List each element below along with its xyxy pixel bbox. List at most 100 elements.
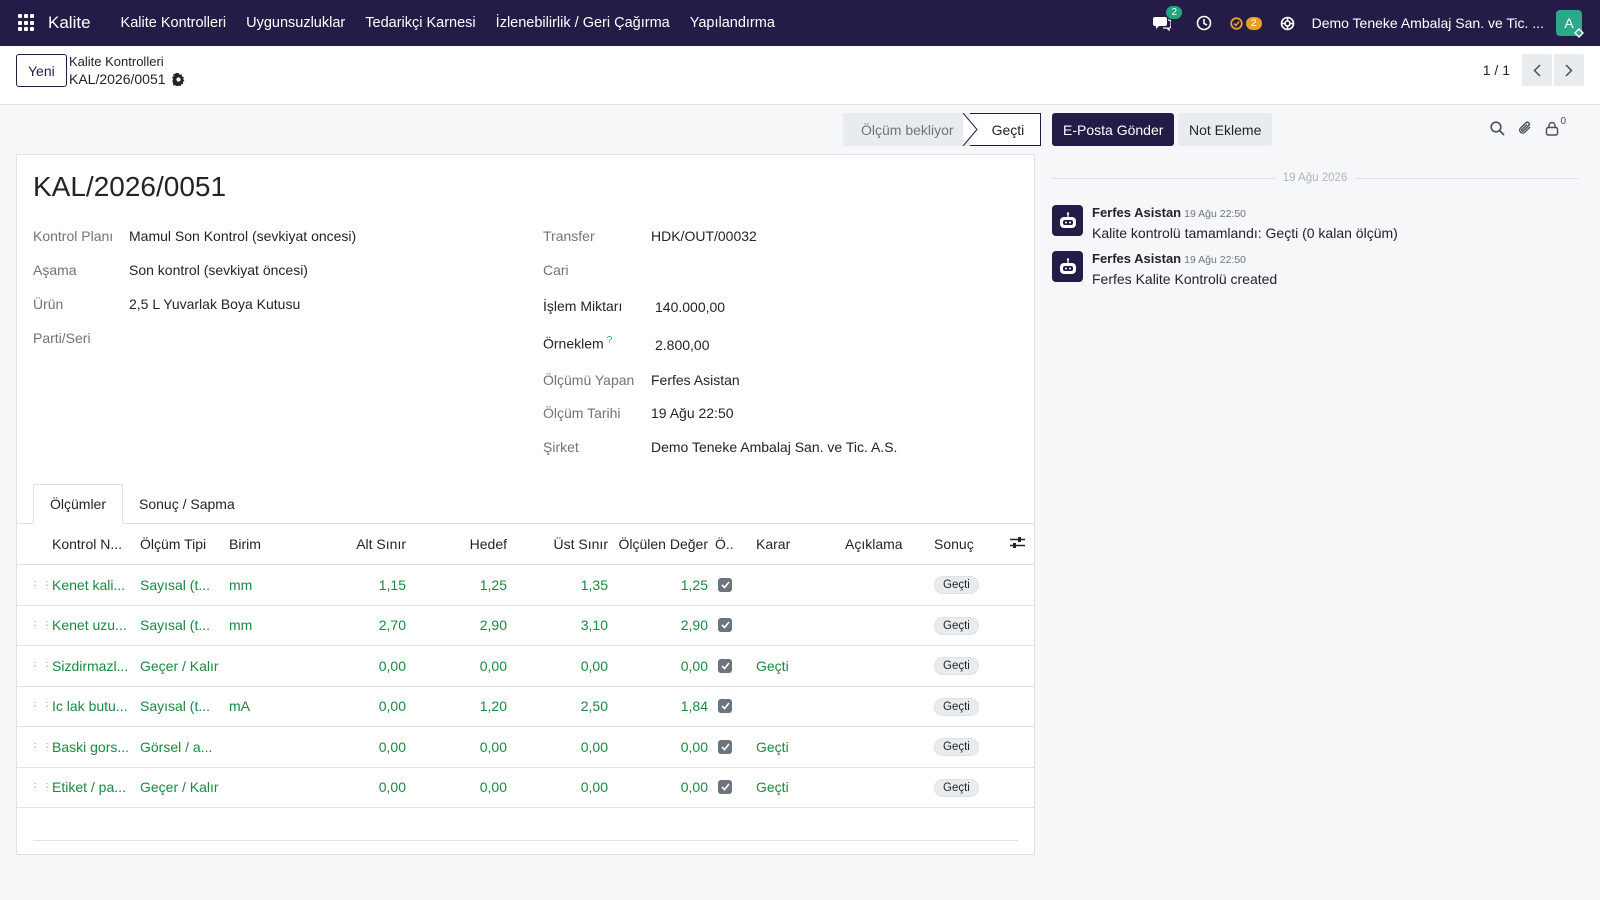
measurements-table: Kontrol N... Ölçüm Tipi Birim Alt Sınır … xyxy=(17,524,1034,808)
apps-grid-icon[interactable] xyxy=(18,14,36,32)
control-panel: Yeni Kalite Kontrolleri KAL/2026/0051 1 … xyxy=(0,46,1600,105)
chevron-left-icon xyxy=(1533,63,1541,77)
field-stage: Aşama Son kontrol (sevkiyat öncesi) xyxy=(33,262,308,278)
col-upper-limit[interactable]: Üst Sınır xyxy=(553,536,608,552)
chatter-toolbar: 0 xyxy=(1490,116,1571,136)
table-row[interactable]: ⋮⋮ Sizdirmazl... Geçer / Kalır 0,00 0,00… xyxy=(17,646,1034,687)
drag-handle-icon[interactable]: ⋮⋮ xyxy=(29,702,53,711)
table-row[interactable]: ⋮⋮ Kenet kali... Sayısal (t... mm 1,15 1… xyxy=(17,565,1034,606)
message-text: Kalite kontrolü tamamlandı: Geçti (0 kal… xyxy=(1092,225,1398,241)
checkbox-checked-icon[interactable] xyxy=(718,577,732,592)
chatter-message: Ferfes Asistan 19 Ağu 22:50 Kalite kontro… xyxy=(1052,205,1398,241)
gear-icon[interactable] xyxy=(171,72,185,86)
checkbox-checked-icon[interactable] xyxy=(718,739,732,754)
log-note-button[interactable]: Not Ekleme xyxy=(1178,113,1273,146)
notebook-tabs: Ölçümler Sonuç / Sapma xyxy=(33,484,251,524)
col-result[interactable]: Sonuç xyxy=(934,536,974,552)
col-control-name[interactable]: Kontrol N... xyxy=(52,536,123,552)
search-icon[interactable] xyxy=(1490,120,1505,136)
status-passed[interactable]: Geçti xyxy=(969,113,1042,146)
column-settings-icon[interactable] xyxy=(1010,536,1025,552)
field-control-plan: Kontrol Planı Mamul Son Kontrol (sevkiya… xyxy=(33,228,357,244)
clock-icon[interactable] xyxy=(1196,15,1212,31)
field-transfer: Transfer HDK/OUT/00032 xyxy=(543,228,757,244)
message-author[interactable]: Ferfes Asistan xyxy=(1092,251,1182,266)
checkbox-checked-icon[interactable] xyxy=(718,699,732,714)
activities-icon[interactable]: 2 xyxy=(1230,16,1262,30)
help-icon[interactable]: ? xyxy=(606,335,613,347)
result-badge: Geçti xyxy=(934,738,979,757)
bot-avatar-icon[interactable] xyxy=(1052,205,1083,236)
col-lower-limit[interactable]: Alt Sınır xyxy=(356,536,406,552)
messages-count-badge: 2 xyxy=(1166,6,1183,19)
chatter-message: Ferfes Asistan 19 Ağu 22:50 Ferfes Kalite… xyxy=(1052,251,1277,287)
result-badge: Geçti xyxy=(934,778,979,797)
new-record-button[interactable]: Yeni xyxy=(16,54,67,87)
col-unit[interactable]: Birim xyxy=(229,536,261,552)
tabs-divider xyxy=(17,523,1034,524)
checkbox-checked-icon[interactable] xyxy=(718,618,732,633)
col-target[interactable]: Hedef xyxy=(469,536,507,552)
menu-configuration[interactable]: Yapılandırma xyxy=(689,15,775,31)
followers-icon[interactable]: 0 xyxy=(1545,116,1566,136)
send-email-button[interactable]: E-Posta Gönder xyxy=(1052,113,1175,146)
message-text: Ferfes Kalite Kontrolü created xyxy=(1092,271,1278,287)
pager-next-button[interactable] xyxy=(1554,54,1584,86)
support-icon[interactable] xyxy=(1280,16,1295,31)
table-row[interactable]: ⋮⋮ Ic lak butu... Sayısal (t... mA 0,00 … xyxy=(17,687,1034,727)
navbar-systray: 2 2 Demo Teneke Ambalaj San. ve Tic. ...… xyxy=(1144,0,1600,46)
result-badge: Geçti xyxy=(934,697,979,716)
field-partner: Cari xyxy=(543,262,569,278)
activities-count-badge: 2 xyxy=(1246,16,1262,30)
col-measured-value[interactable]: Ölçülen Değer xyxy=(618,536,709,552)
breadcrumb: Kalite Kontrolleri KAL/2026/0051 xyxy=(69,54,185,87)
main-menu: Kalite Kontrolleri Uygunsuzluklar Tedari… xyxy=(111,15,785,31)
col-o[interactable]: Ö.. xyxy=(715,536,734,552)
status-waiting-measurement[interactable]: Ölçüm bekliyor xyxy=(843,113,970,146)
followers-count: 0 xyxy=(1560,115,1566,127)
paperclip-icon[interactable] xyxy=(1517,120,1533,136)
field-lot-serial: Parti/Seri xyxy=(33,330,91,346)
table-row[interactable]: ⋮⋮ Etiket / pa... Geçer / Kalır 0,00 0,0… xyxy=(17,768,1034,808)
table-row[interactable]: ⋮⋮ Baski gors... Görsel / a... 0,00 0,00… xyxy=(17,727,1034,768)
company-switcher[interactable]: Demo Teneke Ambalaj San. ve Tic. ... xyxy=(1311,15,1544,31)
col-decision[interactable]: Karar xyxy=(756,536,791,552)
table-row[interactable]: ⋮⋮ Kenet uzu... Sayısal (t... mm 2,70 2,… xyxy=(17,606,1034,646)
pager-previous-button[interactable] xyxy=(1522,54,1552,86)
breadcrumb-parent[interactable]: Kalite Kontrolleri xyxy=(69,54,164,69)
top-navbar: Kalite Kalite Kontrolleri Uygunsuzluklar… xyxy=(0,0,1600,46)
result-badge: Geçti xyxy=(934,576,979,595)
menu-nonconformities[interactable]: Uygunsuzluklar xyxy=(246,15,346,31)
drag-handle-icon[interactable]: ⋮⋮ xyxy=(29,783,53,792)
form-sheet: KAL/2026/0051 Kontrol Planı Mamul Son Ko… xyxy=(16,154,1035,855)
record-pager: 1 / 1 xyxy=(1483,54,1584,86)
pager-value[interactable]: 1 / 1 xyxy=(1482,62,1510,78)
message-date: 19 Ağu 22:50 xyxy=(1184,254,1247,266)
drag-handle-icon[interactable]: ⋮⋮ xyxy=(29,580,53,589)
chevron-right-icon xyxy=(1565,63,1573,77)
bot-avatar-icon[interactable] xyxy=(1052,251,1083,282)
col-description[interactable]: Açıklama xyxy=(845,536,903,552)
drag-handle-icon[interactable]: ⋮⋮ xyxy=(29,621,53,630)
drag-handle-icon[interactable]: ⋮⋮ xyxy=(29,661,53,670)
tab-result-deviation[interactable]: Sonuç / Sapma xyxy=(139,496,235,512)
message-author[interactable]: Ferfes Asistan xyxy=(1092,205,1182,220)
menu-quality-checks[interactable]: Kalite Kontrolleri xyxy=(120,15,227,31)
app-brand[interactable]: Kalite xyxy=(48,13,91,32)
status-bar: Ölçüm bekliyor Geçti xyxy=(843,113,1042,146)
field-measure-date: Ölçüm Tarihi 19 Ağu 22:50 xyxy=(543,405,734,421)
user-avatar[interactable]: A xyxy=(1556,10,1584,38)
field-product: Ürün 2,5 L Yuvarlak Boya Kutusu xyxy=(33,296,301,312)
date-separator: 19 Ağu 2026 xyxy=(1052,172,1578,184)
field-company: Şirket Demo Teneke Ambalaj San. ve Tic. … xyxy=(543,439,898,455)
checkbox-checked-icon[interactable] xyxy=(718,780,732,795)
col-measure-type[interactable]: Ölçüm Tipi xyxy=(140,536,207,552)
menu-supplier-scorecard[interactable]: Tedarikçi Karnesi xyxy=(365,15,476,31)
checkbox-checked-icon[interactable] xyxy=(718,658,732,673)
messages-icon[interactable]: 2 xyxy=(1153,6,1183,31)
drag-handle-icon[interactable]: ⋮⋮ xyxy=(29,742,53,751)
tab-measurements[interactable]: Ölçümler xyxy=(33,484,124,524)
menu-traceability[interactable]: İzlenebilirlik / Geri Çağırma xyxy=(495,15,670,31)
field-sample: Örneklem? 2.800,00 xyxy=(543,335,710,353)
result-badge: Geçti xyxy=(934,616,979,635)
